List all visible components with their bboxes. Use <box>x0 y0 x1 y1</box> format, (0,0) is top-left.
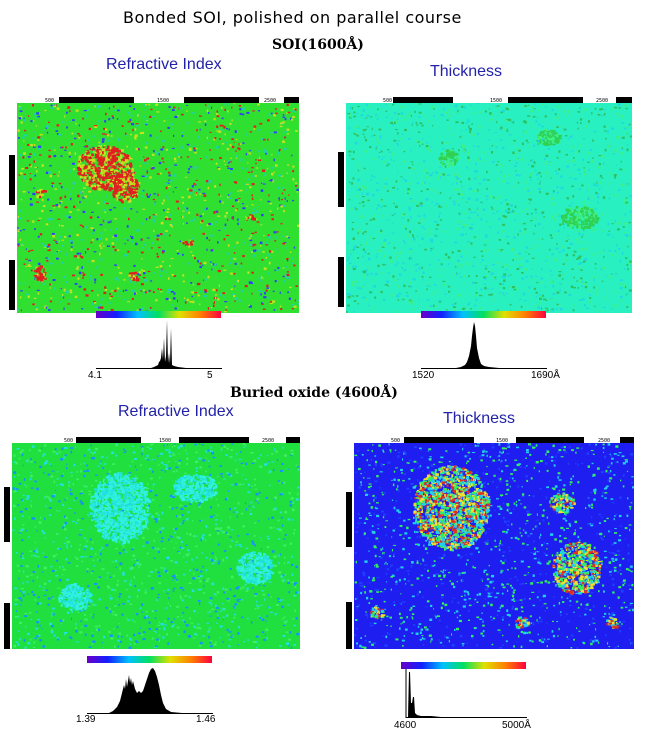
histogram-min-label: 4600 <box>394 720 417 731</box>
panel-title-soi-refractive-index: Refractive Index <box>106 56 222 73</box>
histogram-max-label: 1.46 <box>196 714 216 725</box>
histogram-soi-thickness <box>421 322 547 369</box>
histogram-max-label: 5 <box>207 370 213 381</box>
color-scale-soi-refractive-index <box>96 311 221 318</box>
ruler-top: 500 1500 2500 <box>19 97 299 104</box>
map-panel-soi-thickness: 500 1500 2500 <box>338 97 632 313</box>
color-scale-box-refractive-index <box>87 656 212 663</box>
ruler-tick: 500 <box>45 98 54 104</box>
histogram-max-label: 5000Å <box>502 720 531 731</box>
histogram-min-label: 1520 <box>412 370 435 381</box>
ruler-tick: 500 <box>383 98 392 104</box>
ruler-left <box>346 492 352 649</box>
histogram-soi-refractive-index <box>96 320 222 369</box>
ruler-tick: 2500 <box>596 98 608 104</box>
map-features <box>370 465 620 630</box>
figure-title: Bonded SOI, polished on parallel course <box>123 8 462 27</box>
ruler-top: 500 1500 2500 <box>356 437 634 444</box>
ruler-tick: 1500 <box>496 438 508 444</box>
ruler-left <box>4 487 10 649</box>
buried-oxide-label: Buried oxide (4600Å) <box>230 385 398 401</box>
panel-title-box-refractive-index: Refractive Index <box>118 403 234 420</box>
map-area <box>12 443 300 649</box>
color-scale-soi-thickness <box>421 311 546 318</box>
ruler-tick: 500 <box>64 438 73 444</box>
panel-title-soi-thickness: Thickness <box>430 63 503 80</box>
ruler-tick: 2500 <box>598 438 610 444</box>
map-svg: 500 1500 2500 <box>346 437 634 649</box>
histogram-min-label: 1.39 <box>76 714 96 725</box>
map-svg: 500 1500 2500 <box>338 97 632 313</box>
ruler-tick: 1500 <box>157 98 169 104</box>
ruler-tick: 1500 <box>490 98 502 104</box>
ruler-left <box>9 155 15 310</box>
histogram-box-refractive-index <box>87 668 213 714</box>
map-panel-box-refractive-index: 500 1500 2500 <box>4 437 300 649</box>
color-scale-box-thickness <box>401 662 526 669</box>
map-features <box>33 145 256 283</box>
histogram-max-label: 1690Å <box>531 370 560 381</box>
ruler-top: 500 1500 2500 <box>14 437 300 444</box>
map-panel-soi-refractive-index: 500 1500 2500 <box>9 97 299 313</box>
ruler-left <box>338 152 344 307</box>
map-panel-box-thickness: 500 1500 2500 <box>346 437 634 649</box>
ruler-tick: 1500 <box>159 438 171 444</box>
panel-title-box-thickness: Thickness <box>443 410 516 427</box>
map-texture <box>12 443 300 649</box>
histogram-min-label: 4.1 <box>88 370 102 381</box>
map-svg: 500 1500 2500 <box>4 437 300 649</box>
ruler-top: 500 1500 2500 <box>348 97 632 104</box>
soi-layer-label: SOI(1600Å) <box>272 37 364 53</box>
map-features <box>438 129 600 232</box>
map-svg: 500 1500 2500 <box>9 97 299 313</box>
ruler-tick: 500 <box>391 438 400 444</box>
map-features <box>58 472 275 613</box>
histogram-box-thickness <box>405 669 527 718</box>
ruler-tick: 2500 <box>262 438 274 444</box>
ruler-tick: 2500 <box>264 98 276 104</box>
